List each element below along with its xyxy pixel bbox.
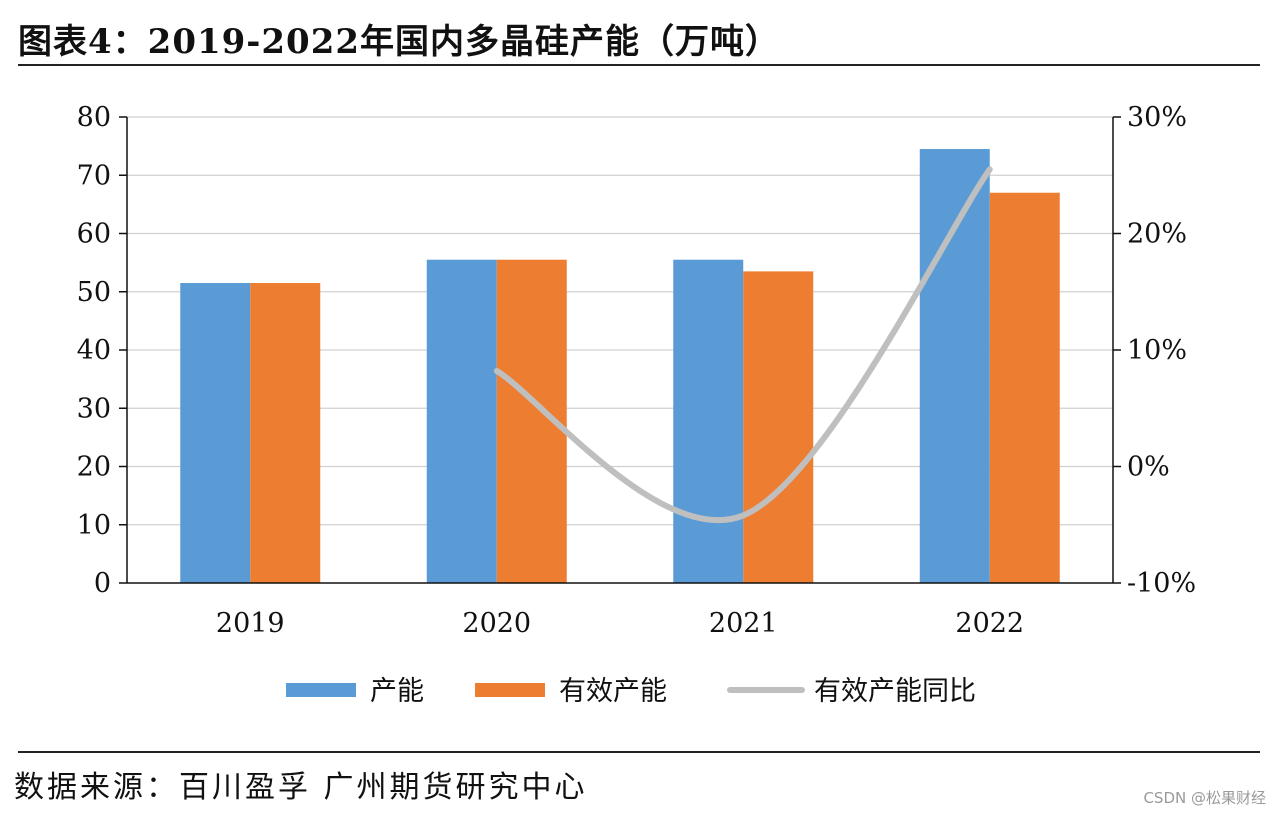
y-tick-label: 50 — [77, 277, 111, 308]
x-tick-label: 2020 — [462, 608, 531, 639]
bar-effective-capacity — [989, 192, 1060, 583]
x-tick-label: 2019 — [216, 608, 285, 639]
x-tick-label: 2022 — [955, 608, 1024, 639]
legend-capacity: 产能 — [286, 676, 424, 707]
bar-capacity — [673, 259, 744, 583]
y-tick-label: 30 — [77, 393, 111, 424]
y-tick-label: 40 — [77, 335, 111, 366]
y-tick-label: 10 — [77, 510, 111, 541]
bar-effective-capacity — [250, 283, 321, 583]
legend-effective-capacity-yoy: 有效产能同比 — [727, 676, 976, 707]
y-tick-label: 0 — [94, 568, 111, 599]
yoy-line — [493, 166, 993, 524]
y2-tick-label: 20% — [1127, 219, 1187, 250]
bar-effective-capacity — [743, 271, 814, 583]
yoy-series-line — [493, 166, 993, 524]
y-tick-label: 80 — [77, 102, 111, 133]
legend-swatch — [475, 683, 545, 697]
bar-capacity — [426, 259, 497, 583]
legend-label: 有效产能 — [559, 676, 667, 707]
bars — [180, 149, 1060, 583]
y-tick-label: 20 — [77, 452, 111, 483]
data-source-note: 数据来源：百川盈孚 广州期货研究中心 — [14, 770, 588, 805]
watermark: CSDN @松果财经 — [1143, 789, 1266, 807]
chart-title: 图表4：2019-2022年国内多晶硅产能（万吨） — [18, 22, 781, 62]
bar-capacity — [180, 283, 251, 583]
legend-label: 有效产能同比 — [814, 676, 976, 707]
x-tick-label: 2021 — [709, 608, 778, 639]
chart: 0 10 20 30 40 50 60 70 80 -10% 0% 10% 20% 30% 2019 2020… — [77, 102, 1197, 707]
y2-tick-label: 10% — [1127, 335, 1187, 366]
y2-tick-label: -10% — [1127, 568, 1196, 599]
legend-label: 产能 — [370, 676, 424, 707]
legend: 产能 有效产能 有效产能同比 — [286, 676, 976, 707]
title-divider — [18, 64, 1260, 66]
y-tick-label: 60 — [77, 219, 111, 250]
y-tick-label: 70 — [77, 160, 111, 191]
y2-tick-label: 0% — [1127, 452, 1170, 483]
axes: 0 10 20 30 40 50 60 70 80 -10% 0% 10% 20% 30% 2019 2020… — [77, 102, 1197, 639]
footer-divider — [18, 751, 1260, 753]
legend-swatch — [286, 683, 356, 697]
legend-effective-capacity: 有效产能 — [475, 676, 667, 707]
y2-tick-label: 30% — [1127, 102, 1187, 133]
bar-capacity — [919, 149, 990, 583]
